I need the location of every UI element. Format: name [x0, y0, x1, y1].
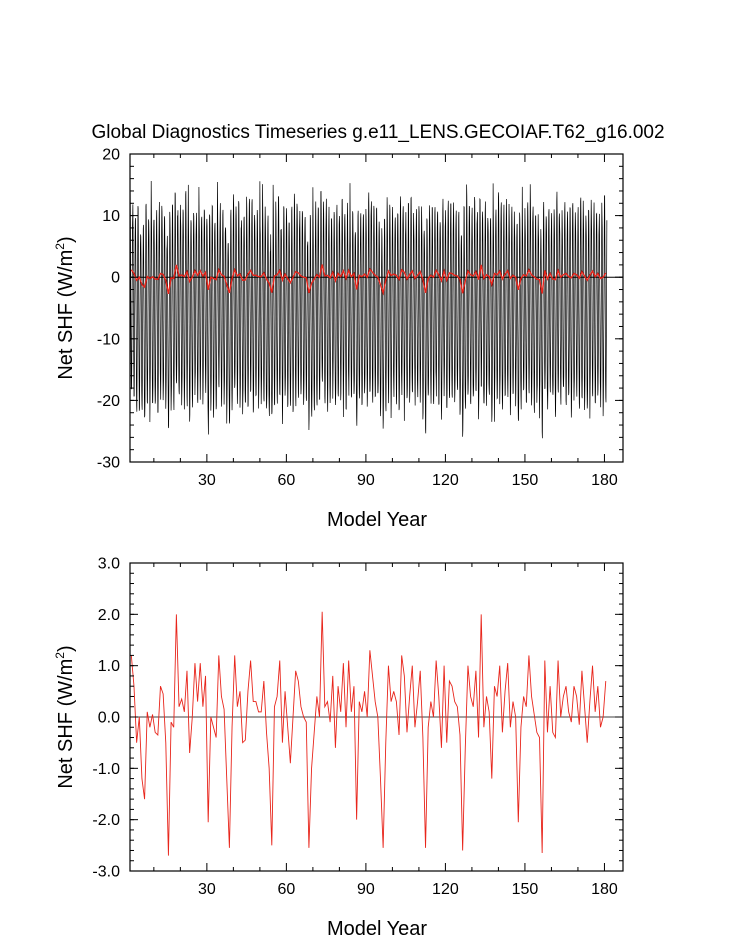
top-y-axis-label-sup: 2	[53, 243, 67, 250]
figure-title: Global Diagnostics Timeseries g.e11_LENS…	[91, 122, 664, 143]
top-x-tick-label: 60	[277, 472, 295, 489]
bottom-panel: 30 60 90 120 150 1803.02.01.00.0-1.0-2.0-3.0 …	[53, 556, 624, 940]
bottom-y-axis-label: Net SHF (W/m2)	[53, 645, 77, 788]
top-x-tick-label: 120	[432, 472, 459, 489]
top-x-tick-label: 150	[512, 472, 539, 489]
bottom-x-tick-label: 90	[357, 881, 375, 898]
bottom-x-tick-label: 180	[591, 881, 618, 898]
top-y-tick-label: -30	[97, 455, 120, 472]
top-y-tick-label: 0	[111, 270, 120, 287]
bottom-y-tick-label: -1.0	[92, 761, 120, 778]
bottom-x-tick-label: 60	[277, 881, 295, 898]
top-y-tick-label: 20	[102, 147, 120, 164]
monthly-series-line	[129, 180, 608, 439]
top-x-tick-label: 180	[591, 472, 618, 489]
top-panel: 30 60 90 120 150 180 20 10 0 -10 -20 -30 Net SHF (W…	[53, 147, 624, 531]
top-x-axis-label: Model Year	[327, 509, 427, 531]
bottom-x-tick-label: 30	[198, 881, 216, 898]
top-series-layer	[129, 180, 623, 439]
bottom-x-axis-label: Model Year	[327, 918, 427, 940]
bottom-y-tick-label: 2.0	[98, 607, 120, 624]
bottom-y-tick-label: 0.0	[98, 710, 120, 727]
bottom-ticks: 30 60 90 120 150 180 3.0 2.0 1.0 0.0 -1.0 -2.0 -3.0	[92, 556, 623, 898]
top-y-tick-label: -10	[97, 331, 120, 348]
bottom-y-tick-label: 3.0	[98, 556, 120, 573]
top-x-tick-label: 90	[357, 472, 375, 489]
bottom-y-tick-label: 1.0	[98, 658, 120, 675]
bottom-x-tick-label: 120	[432, 881, 459, 898]
bottom-x-tick-label: 150	[512, 881, 539, 898]
bottom-y-tick-label: -2.0	[92, 812, 120, 829]
top-annual-mean-line	[130, 264, 607, 296]
top-plot-frame	[129, 153, 624, 463]
top-x-tick-label: 30	[198, 472, 216, 489]
bottom-y-axis-label-sup: 2	[53, 652, 67, 659]
top-y-axis-label: Net SHF (W/m2)	[53, 236, 77, 379]
top-y-tick-label: 10	[102, 208, 120, 225]
bottom-y-tick-label: -3.0	[92, 864, 120, 881]
top-ticks: 30 60 90 120 150 180 20 10 0 -10 -20 -30	[97, 147, 623, 489]
bottom-annual-mean-line	[130, 611, 607, 856]
bottom-series-layer	[130, 611, 623, 856]
top-y-tick-label: -20	[97, 393, 120, 410]
